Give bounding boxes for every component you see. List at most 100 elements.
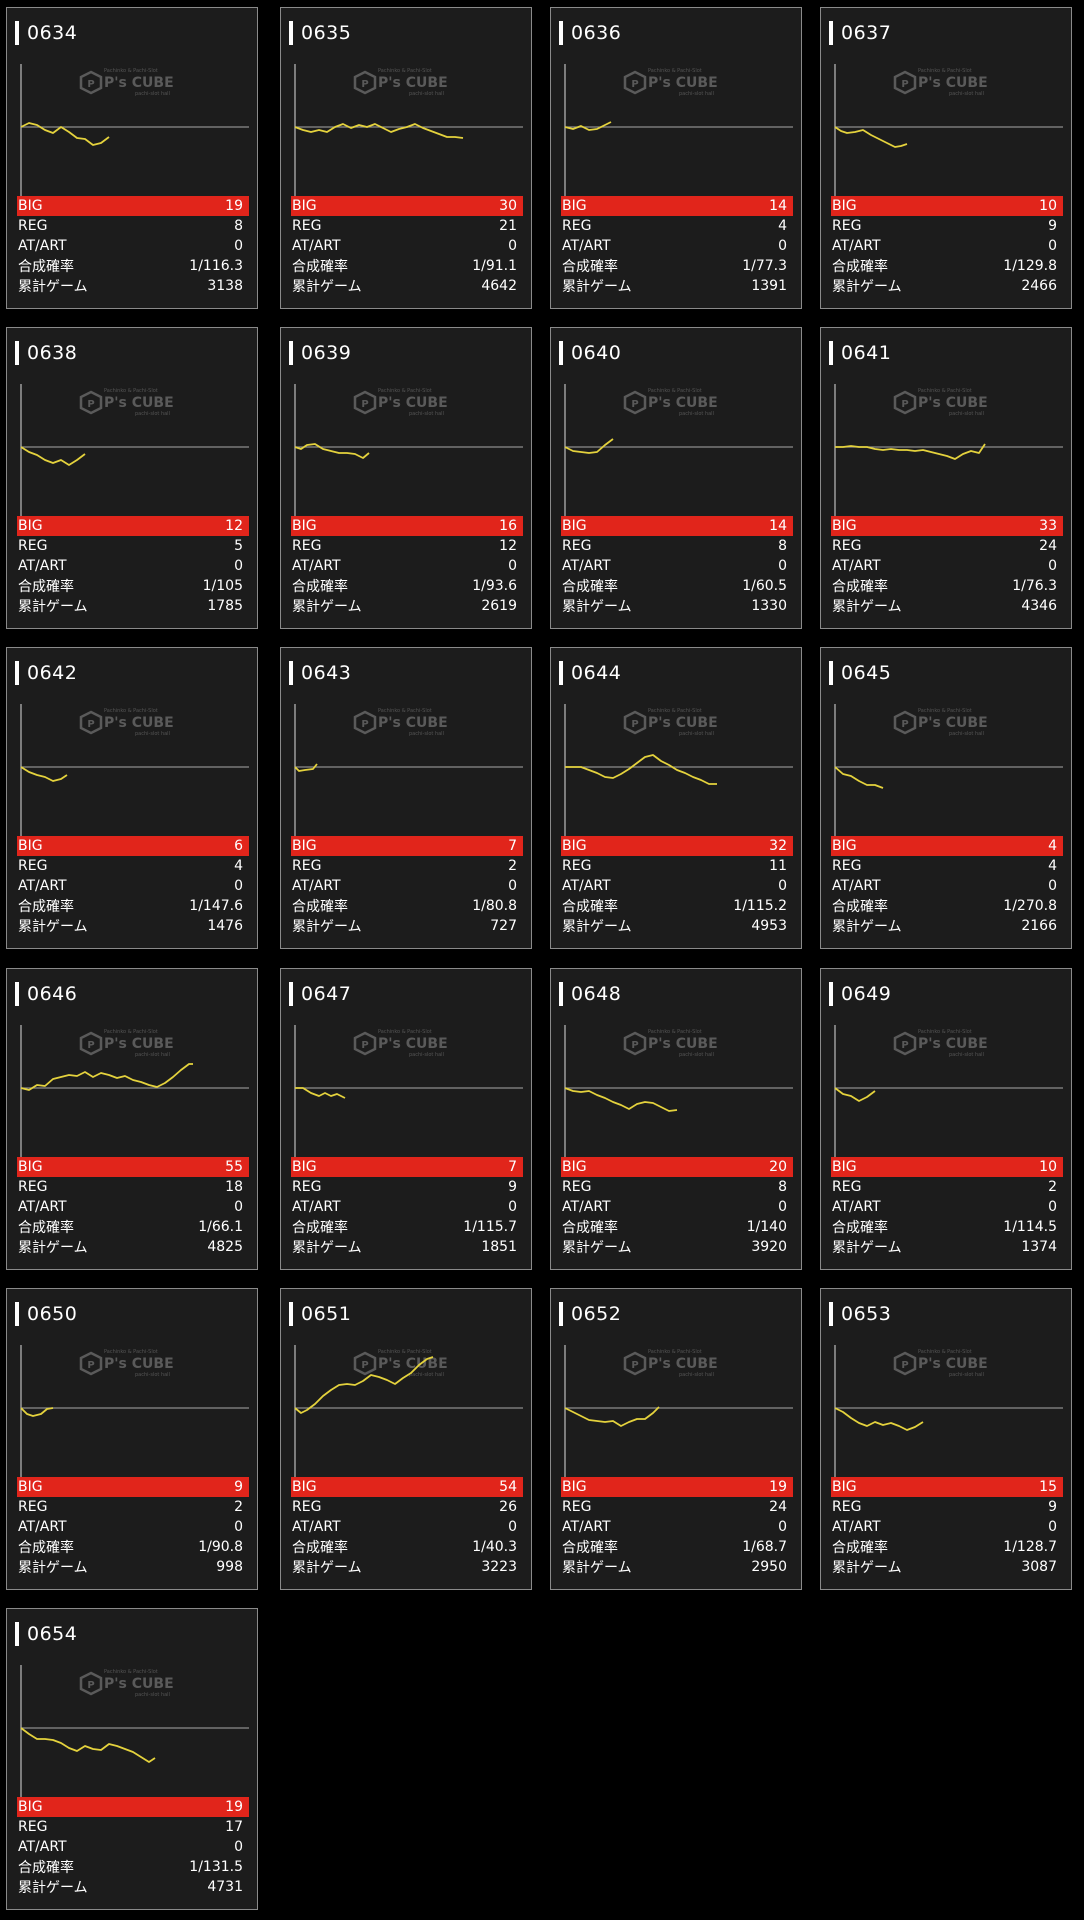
watermark-top: Pachinko & Pachi-Slot xyxy=(648,1349,702,1355)
at-art-count: 0 xyxy=(234,878,243,894)
at-art-count: 0 xyxy=(778,238,787,254)
reg-label: REG xyxy=(562,1179,592,1195)
games-label: 累計ゲーム xyxy=(832,279,902,295)
games-row: 累計ゲーム 1330 xyxy=(561,596,793,616)
machine-card-0640[interactable]: 0640 P Pachinko & Pachi-Slot P's CUBE pa… xyxy=(550,327,802,629)
machine-card-0651[interactable]: 0651 P Pachinko & Pachi-Slot P's CUBE pa… xyxy=(280,1288,532,1590)
watermark-top: Pachinko & Pachi-Slot xyxy=(648,1029,702,1035)
stats-table: BIG 7 REG 2 AT/ART 0 合成確率 1/80.8 累計ゲーム 727 xyxy=(291,836,523,936)
watermark: P Pachinko & Pachi-Slot P's CUBE pachi-s… xyxy=(353,1349,448,1378)
watermark-bottom: pachi-slot hall xyxy=(409,411,444,417)
machine-card-0643[interactable]: 0643 P Pachinko & Pachi-Slot P's CUBE pa… xyxy=(280,647,532,949)
machine-card-0650[interactable]: 0650 P Pachinko & Pachi-Slot P's CUBE pa… xyxy=(6,1288,258,1590)
at-art-row: AT/ART 0 xyxy=(561,556,793,576)
watermark-top: Pachinko & Pachi-Slot xyxy=(378,708,432,714)
watermark-top: Pachinko & Pachi-Slot xyxy=(648,708,702,714)
machine-card-0647[interactable]: 0647 P Pachinko & Pachi-Slot P's CUBE pa… xyxy=(280,968,532,1270)
big-count: 30 xyxy=(499,198,517,214)
machine-card-0638[interactable]: 0638 P Pachinko & Pachi-Slot P's CUBE pa… xyxy=(6,327,258,629)
at-art-row: AT/ART 0 xyxy=(17,876,249,896)
prob-value: 1/116.3 xyxy=(189,258,243,274)
at-art-count: 0 xyxy=(508,878,517,894)
machine-card-0639[interactable]: 0639 P Pachinko & Pachi-Slot P's CUBE pa… xyxy=(280,327,532,629)
games-label: 累計ゲーム xyxy=(562,919,632,935)
machine-card-0652[interactable]: 0652 P Pachinko & Pachi-Slot P's CUBE pa… xyxy=(550,1288,802,1590)
machine-card-0634[interactable]: 0634 P Pachinko & Pachi-Slot P's CUBE pa… xyxy=(6,7,258,309)
at-art-row: AT/ART 0 xyxy=(291,1517,523,1537)
title-marker xyxy=(15,661,19,685)
prob-row: 合成確率 1/60.5 xyxy=(561,576,793,596)
machine-card-0636[interactable]: 0636 P Pachinko & Pachi-Slot P's CUBE pa… xyxy=(550,7,802,309)
card-header: 0635 xyxy=(289,20,351,46)
machine-card-0642[interactable]: 0642 P Pachinko & Pachi-Slot P's CUBE pa… xyxy=(6,647,258,949)
watermark-bottom: pachi-slot hall xyxy=(409,1372,444,1378)
prob-label: 合成確率 xyxy=(292,1540,348,1556)
machine-card-0635[interactable]: 0635 P Pachinko & Pachi-Slot P's CUBE pa… xyxy=(280,7,532,309)
at-art-count: 0 xyxy=(234,1519,243,1535)
big-count: 19 xyxy=(225,198,243,214)
stats-table: BIG 10 REG 9 AT/ART 0 合成確率 1/129.8 累計ゲーム 2466 xyxy=(831,196,1063,296)
machine-card-0641[interactable]: 0641 P Pachinko & Pachi-Slot P's CUBE pa… xyxy=(820,327,1072,629)
card-header: 0647 xyxy=(289,981,351,1007)
reg-row: REG 4 xyxy=(831,856,1063,876)
at-art-count: 0 xyxy=(1048,238,1057,254)
big-row: BIG 14 xyxy=(561,516,793,536)
big-count: 14 xyxy=(769,198,787,214)
games-row: 累計ゲーム 3223 xyxy=(291,1557,523,1577)
big-count: 32 xyxy=(769,838,787,854)
reg-count: 4 xyxy=(778,218,787,234)
machine-card-0645[interactable]: 0645 P Pachinko & Pachi-Slot P's CUBE pa… xyxy=(820,647,1072,949)
watermark: P Pachinko & Pachi-Slot P's CUBE pachi-s… xyxy=(623,388,718,417)
reg-count: 4 xyxy=(1048,858,1057,874)
at-art-count: 0 xyxy=(1048,1199,1057,1215)
reg-row: REG 9 xyxy=(831,216,1063,236)
big-row: BIG 10 xyxy=(831,196,1063,216)
big-count: 7 xyxy=(508,838,517,854)
at-art-row: AT/ART 0 xyxy=(831,556,1063,576)
at-art-count: 0 xyxy=(1048,1519,1057,1535)
machine-card-0648[interactable]: 0648 P Pachinko & Pachi-Slot P's CUBE pa… xyxy=(550,968,802,1270)
games-row: 累計ゲーム 1785 xyxy=(17,596,249,616)
trend-line xyxy=(564,438,614,454)
slump-graph: P Pachinko & Pachi-Slot P's CUBE pachi-s… xyxy=(20,384,249,516)
prob-row: 合成確率 1/40.3 xyxy=(291,1537,523,1557)
at-art-count: 0 xyxy=(778,1199,787,1215)
machine-number: 0634 xyxy=(27,22,78,44)
reg-label: REG xyxy=(832,1179,862,1195)
machine-card-0646[interactable]: 0646 P Pachinko & Pachi-Slot P's CUBE pa… xyxy=(6,968,258,1270)
games-label: 累計ゲーム xyxy=(832,599,902,615)
big-row: BIG 6 xyxy=(17,836,249,856)
big-label: BIG xyxy=(18,1479,43,1495)
games-value: 4346 xyxy=(1021,598,1057,614)
title-marker xyxy=(829,341,833,365)
trend-line xyxy=(20,446,86,466)
machine-card-0644[interactable]: 0644 P Pachinko & Pachi-Slot P's CUBE pa… xyxy=(550,647,802,949)
trend-line xyxy=(564,1406,660,1427)
title-marker xyxy=(559,1302,563,1326)
prob-label: 合成確率 xyxy=(832,259,888,275)
prob-label: 合成確率 xyxy=(832,899,888,915)
trend-line xyxy=(295,1087,346,1099)
trend-line xyxy=(20,1727,156,1763)
watermark-brand: P's CUBE xyxy=(378,1036,448,1052)
prob-row: 合成確率 1/115.2 xyxy=(561,896,793,916)
big-row: BIG 19 xyxy=(17,1797,249,1817)
big-count: 10 xyxy=(1039,1159,1057,1175)
prob-label: 合成確率 xyxy=(832,579,888,595)
cube-logo-icon: P xyxy=(353,1031,377,1056)
title-marker xyxy=(289,982,293,1006)
games-value: 4953 xyxy=(751,918,787,934)
card-header: 0644 xyxy=(559,660,621,686)
machine-card-0649[interactable]: 0649 P Pachinko & Pachi-Slot P's CUBE pa… xyxy=(820,968,1072,1270)
machine-card-0637[interactable]: 0637 P Pachinko & Pachi-Slot P's CUBE pa… xyxy=(820,7,1072,309)
games-value: 1476 xyxy=(207,918,243,934)
reg-label: REG xyxy=(18,1499,48,1515)
machine-card-0654[interactable]: 0654 P Pachinko & Pachi-Slot P's CUBE pa… xyxy=(6,1608,258,1910)
prob-value: 1/77.3 xyxy=(742,258,787,274)
machine-card-0653[interactable]: 0653 P Pachinko & Pachi-Slot P's CUBE pa… xyxy=(820,1288,1072,1590)
games-label: 累計ゲーム xyxy=(18,1560,88,1576)
at-art-label: AT/ART xyxy=(18,238,67,254)
at-art-label: AT/ART xyxy=(292,1199,341,1215)
card-header: 0634 xyxy=(15,20,77,46)
stats-table: BIG 19 REG 8 AT/ART 0 合成確率 1/116.3 累計ゲーム 3138 xyxy=(17,196,249,296)
